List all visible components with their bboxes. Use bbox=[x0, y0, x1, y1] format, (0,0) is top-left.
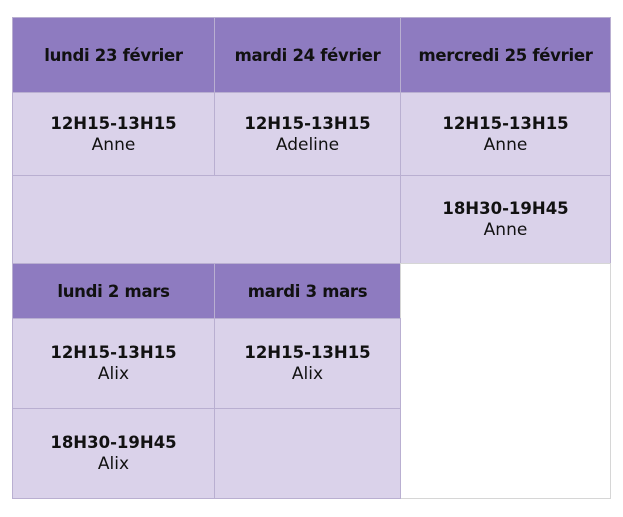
slot-cell: 12H15-13H15 Adeline bbox=[214, 92, 401, 176]
slot-cell: 18H30-19H45 Alix bbox=[12, 408, 215, 499]
header-label: mercredi 25 février bbox=[418, 45, 593, 65]
slot-cell: 12H15-13H15 Alix bbox=[214, 318, 401, 409]
header-label: mardi 24 février bbox=[234, 45, 381, 65]
slot-cell: 12H15-13H15 Anne bbox=[400, 92, 611, 176]
slot-name: Alix bbox=[97, 364, 130, 384]
header-label: lundi 2 mars bbox=[57, 281, 170, 301]
slot-time: 12H15-13H15 bbox=[244, 343, 371, 362]
empty-cell bbox=[214, 408, 401, 499]
slot-name: Alix bbox=[291, 364, 324, 384]
slot-time: 12H15-13H15 bbox=[50, 113, 177, 133]
slot-name: Alix bbox=[97, 454, 130, 474]
slot-name: Adeline bbox=[275, 134, 340, 155]
slot-time: 12H15-13H15 bbox=[442, 113, 569, 133]
slot-time: 18H30-19H45 bbox=[442, 199, 569, 218]
header-lundi-2: lundi 2 mars bbox=[12, 263, 215, 319]
header-lundi-23: lundi 23 février bbox=[12, 17, 215, 93]
slot-time: 12H15-13H15 bbox=[50, 343, 177, 362]
empty-cell bbox=[12, 175, 401, 264]
slot-time: 18H30-19H45 bbox=[50, 433, 177, 452]
header-mardi-3: mardi 3 mars bbox=[214, 263, 401, 319]
slot-cell: 12H15-13H15 Anne bbox=[12, 92, 215, 176]
slot-name: Anne bbox=[483, 220, 528, 240]
slot-name: Anne bbox=[483, 134, 528, 155]
slot-time: 12H15-13H15 bbox=[244, 113, 371, 133]
slot-name: Anne bbox=[91, 134, 136, 155]
header-mardi-24: mardi 24 février bbox=[214, 17, 401, 93]
blank-area bbox=[400, 263, 611, 499]
header-label: lundi 23 février bbox=[44, 45, 183, 65]
header-mercredi-25: mercredi 25 février bbox=[400, 17, 611, 93]
header-label: mardi 3 mars bbox=[247, 281, 368, 301]
slot-cell: 18H30-19H45 Anne bbox=[400, 175, 611, 264]
slot-cell: 12H15-13H15 Alix bbox=[12, 318, 215, 409]
